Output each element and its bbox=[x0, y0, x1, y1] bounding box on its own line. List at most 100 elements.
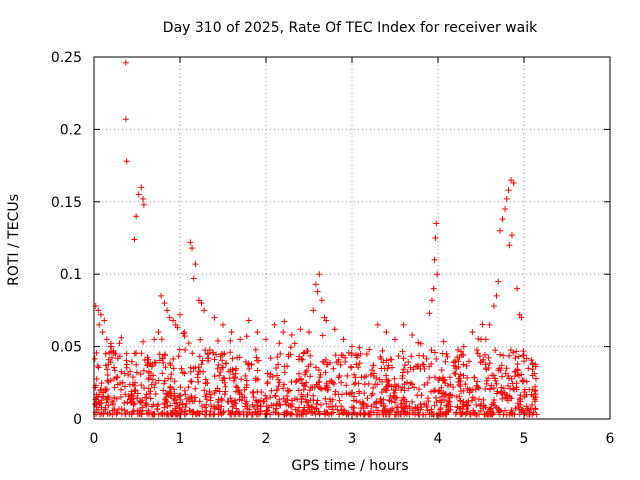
noise-point bbox=[485, 354, 492, 361]
noise-point bbox=[202, 380, 209, 387]
noise-point bbox=[95, 364, 102, 371]
noise-point bbox=[103, 386, 110, 393]
noise-point bbox=[460, 372, 467, 379]
noise-point bbox=[196, 410, 203, 417]
noise-point bbox=[327, 398, 334, 405]
noise-point bbox=[464, 374, 471, 381]
noise-point bbox=[308, 409, 315, 416]
noise-point bbox=[471, 374, 478, 381]
noise-point bbox=[142, 394, 149, 401]
noise-point bbox=[145, 407, 152, 414]
noise-point bbox=[161, 377, 168, 384]
noise-point bbox=[456, 375, 463, 382]
data-point bbox=[189, 245, 196, 252]
noise-point bbox=[218, 403, 225, 410]
noise-point bbox=[233, 405, 240, 412]
noise-point bbox=[288, 403, 295, 410]
noise-point bbox=[229, 355, 236, 362]
noise-point bbox=[211, 405, 218, 412]
noise-point bbox=[400, 366, 407, 373]
noise-point bbox=[512, 368, 519, 375]
data-point bbox=[514, 285, 521, 292]
noise-point bbox=[238, 376, 245, 383]
x-tick-label: 5 bbox=[520, 431, 529, 447]
noise-point bbox=[488, 382, 495, 389]
noise-point bbox=[188, 378, 195, 385]
noise-point bbox=[275, 361, 282, 368]
noise-point bbox=[463, 362, 470, 369]
data-point bbox=[190, 275, 197, 282]
noise-point bbox=[213, 351, 220, 358]
noise-point bbox=[91, 355, 98, 362]
noise-point bbox=[182, 346, 189, 353]
noise-point bbox=[361, 381, 368, 388]
noise-point bbox=[138, 399, 145, 406]
noise-point bbox=[264, 380, 271, 387]
noise-point bbox=[500, 385, 507, 392]
noise-point bbox=[102, 350, 109, 357]
noise-point bbox=[190, 365, 197, 372]
noise-point bbox=[275, 376, 282, 383]
noise-point bbox=[480, 396, 487, 403]
data-point bbox=[316, 271, 323, 278]
noise-point bbox=[413, 363, 420, 370]
data-point bbox=[452, 358, 459, 365]
noise-point bbox=[109, 398, 116, 405]
noise-point bbox=[227, 337, 234, 344]
noise-point bbox=[501, 407, 508, 414]
noise-point bbox=[385, 411, 392, 418]
noise-point bbox=[155, 377, 162, 384]
noise-point bbox=[91, 401, 98, 408]
noise-point bbox=[497, 351, 504, 358]
noise-point bbox=[325, 404, 332, 411]
data-point bbox=[237, 336, 244, 343]
noise-point bbox=[228, 398, 235, 405]
noise-point bbox=[216, 372, 223, 379]
noise-point bbox=[232, 397, 239, 404]
noise-point bbox=[459, 352, 466, 359]
noise-point bbox=[419, 361, 426, 368]
noise-point bbox=[453, 393, 460, 400]
noise-point bbox=[130, 407, 137, 414]
noise-point bbox=[287, 402, 294, 409]
noise-point bbox=[403, 398, 410, 405]
noise-point bbox=[410, 366, 417, 373]
noise-point bbox=[445, 408, 452, 415]
data-point bbox=[518, 314, 525, 321]
data-point bbox=[323, 317, 330, 324]
noise-point bbox=[116, 340, 123, 347]
noise-point bbox=[232, 370, 239, 377]
data-point bbox=[138, 184, 145, 191]
noise-point bbox=[441, 376, 448, 383]
noise-point bbox=[494, 388, 501, 395]
noise-point bbox=[491, 396, 498, 403]
noise-point bbox=[442, 411, 449, 418]
noise-point bbox=[374, 381, 381, 388]
noise-point bbox=[96, 411, 103, 418]
noise-point bbox=[508, 375, 515, 382]
noise-point bbox=[356, 399, 363, 406]
noise-point bbox=[391, 389, 398, 396]
noise-point bbox=[111, 367, 118, 374]
noise-point bbox=[243, 384, 250, 391]
noise-point bbox=[113, 409, 120, 416]
noise-point bbox=[219, 357, 226, 364]
noise-point bbox=[149, 411, 156, 418]
noise-point bbox=[373, 375, 380, 382]
noise-point bbox=[399, 348, 406, 355]
noise-point bbox=[330, 365, 337, 372]
noise-point bbox=[267, 394, 274, 401]
noise-point bbox=[523, 355, 530, 362]
noise-point bbox=[158, 411, 165, 418]
noise-point bbox=[171, 378, 178, 385]
noise-point bbox=[147, 388, 154, 395]
noise-point bbox=[378, 389, 385, 396]
noise-point bbox=[520, 377, 527, 384]
data-point bbox=[331, 326, 338, 333]
noise-point bbox=[430, 388, 437, 395]
data-point bbox=[288, 332, 295, 339]
noise-point bbox=[454, 346, 461, 353]
noise-point bbox=[152, 391, 159, 398]
noise-point bbox=[446, 374, 453, 381]
